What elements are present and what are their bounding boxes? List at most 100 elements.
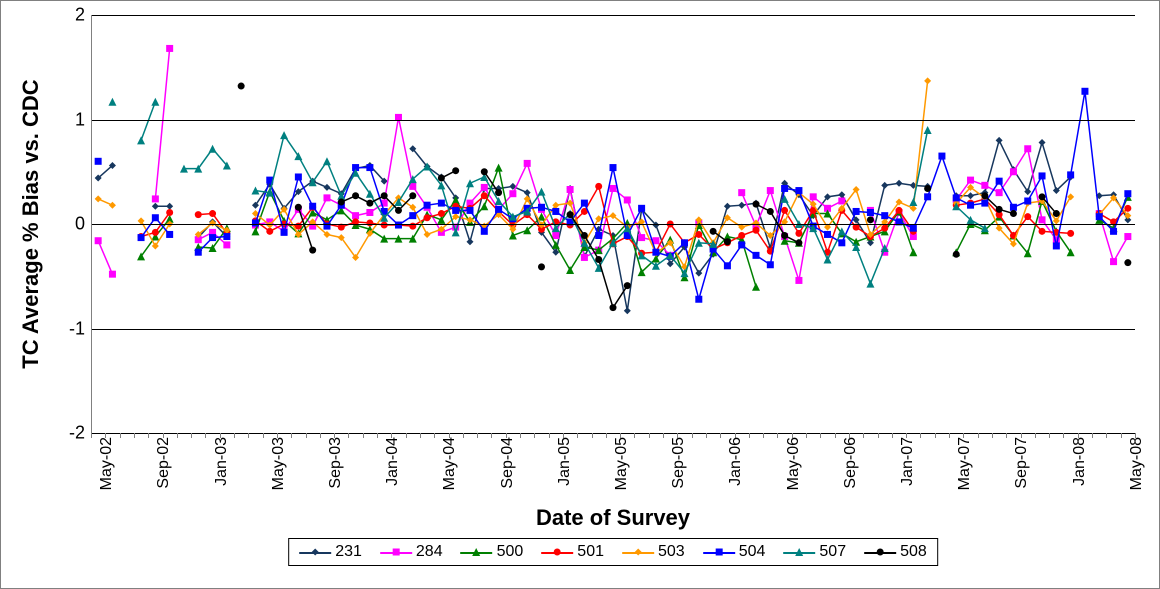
series-marker-508 xyxy=(567,211,574,218)
series-marker-501 xyxy=(753,227,760,234)
series-marker-504 xyxy=(1053,242,1060,249)
series-marker-504 xyxy=(867,209,874,216)
series-marker-231 xyxy=(738,202,745,209)
y-gridline xyxy=(91,120,1135,121)
x-tick-mark xyxy=(191,433,192,438)
series-marker-504 xyxy=(95,158,102,165)
series-marker-504 xyxy=(424,202,431,209)
series-marker-500 xyxy=(752,283,760,291)
series-marker-284 xyxy=(1039,216,1046,223)
series-marker-231 xyxy=(624,307,631,314)
x-tick-label: May-08 xyxy=(1128,437,1146,490)
series-marker-504 xyxy=(695,296,702,303)
series-marker-504 xyxy=(1010,204,1017,211)
x-tick-mark xyxy=(1092,433,1093,438)
x-tick-mark xyxy=(878,433,879,438)
series-marker-504 xyxy=(309,203,316,210)
series-marker-504 xyxy=(781,185,788,192)
series-marker-284 xyxy=(1110,258,1117,265)
series-marker-501 xyxy=(209,210,216,217)
x-tick-mark xyxy=(348,433,349,438)
x-tick-mark xyxy=(205,433,206,438)
series-marker-508 xyxy=(452,167,459,174)
legend-swatch xyxy=(461,544,493,560)
series-marker-508 xyxy=(981,192,988,199)
series-marker-284 xyxy=(738,189,745,196)
series-marker-504 xyxy=(910,225,917,232)
x-tick-mark xyxy=(692,433,693,438)
legend-label: 500 xyxy=(497,543,524,561)
legend-label: 503 xyxy=(658,543,685,561)
legend-label: 508 xyxy=(900,543,927,561)
series-marker-504 xyxy=(223,233,230,240)
x-tick-label: Jan-06 xyxy=(727,437,745,486)
x-tick-mark xyxy=(935,433,936,438)
series-marker-507 xyxy=(924,126,932,134)
x-tick-mark xyxy=(863,433,864,438)
series-marker-504 xyxy=(1124,190,1131,197)
series-marker-508 xyxy=(624,282,631,289)
series-marker-504 xyxy=(138,234,145,241)
series-marker-508 xyxy=(238,83,245,90)
series-marker-504 xyxy=(638,205,645,212)
series-marker-507 xyxy=(495,197,503,205)
series-marker-284 xyxy=(567,186,574,193)
y-tick-label: -2 xyxy=(69,423,85,444)
series-marker-507 xyxy=(824,256,832,264)
x-tick-mark xyxy=(892,433,893,438)
series-marker-504 xyxy=(466,207,473,214)
x-tick-mark xyxy=(920,433,921,438)
x-tick-mark xyxy=(749,433,750,438)
x-tick-label: May-02 xyxy=(98,437,116,490)
series-marker-501 xyxy=(438,210,445,217)
x-tick-mark xyxy=(477,433,478,438)
series-marker-284 xyxy=(610,185,617,192)
series-marker-504 xyxy=(967,202,974,209)
series-marker-231 xyxy=(881,182,888,189)
series-marker-508 xyxy=(295,204,302,211)
legend-item-501: 501 xyxy=(541,543,604,561)
series-marker-504 xyxy=(166,231,173,238)
series-marker-508 xyxy=(481,168,488,175)
x-tick-mark xyxy=(291,433,292,438)
series-marker-501 xyxy=(896,207,903,214)
series-marker-504 xyxy=(581,200,588,207)
series-marker-284 xyxy=(1024,145,1031,152)
series-marker-507 xyxy=(280,131,288,139)
series-marker-284 xyxy=(638,234,645,241)
series-marker-504 xyxy=(552,208,559,215)
legend-label: 507 xyxy=(819,543,846,561)
x-tick-label: Sep-04 xyxy=(499,437,517,489)
x-tick-label: Sep-07 xyxy=(1013,437,1031,489)
series-marker-508 xyxy=(1124,259,1131,266)
x-tick-label: Jan-05 xyxy=(556,437,574,486)
series-marker-231 xyxy=(152,203,159,210)
series-marker-508 xyxy=(753,201,760,208)
x-tick-label: Sep-03 xyxy=(327,437,345,489)
x-tick-mark xyxy=(491,433,492,438)
series-marker-501 xyxy=(1124,205,1131,212)
series-marker-284 xyxy=(810,193,817,200)
legend-label: 231 xyxy=(335,543,362,561)
series-marker-284 xyxy=(996,189,1003,196)
series-marker-504 xyxy=(938,153,945,160)
series-marker-284 xyxy=(524,160,531,167)
legend-swatch xyxy=(864,544,896,560)
series-marker-508 xyxy=(381,192,388,199)
series-marker-507 xyxy=(537,188,545,196)
series-marker-508 xyxy=(581,232,588,239)
series-marker-504 xyxy=(209,234,216,241)
series-marker-500 xyxy=(480,202,488,210)
series-marker-501 xyxy=(1024,213,1031,220)
series-marker-507 xyxy=(137,136,145,144)
x-tick-mark xyxy=(248,433,249,438)
legend-swatch xyxy=(703,544,735,560)
series-marker-231 xyxy=(838,191,845,198)
series-marker-508 xyxy=(352,192,359,199)
series-marker-501 xyxy=(795,230,802,237)
series-marker-284 xyxy=(767,187,774,194)
series-marker-504 xyxy=(538,204,545,211)
x-tick-label: Jan-03 xyxy=(213,437,231,486)
series-marker-508 xyxy=(1010,210,1017,217)
x-tick-mark xyxy=(134,433,135,438)
